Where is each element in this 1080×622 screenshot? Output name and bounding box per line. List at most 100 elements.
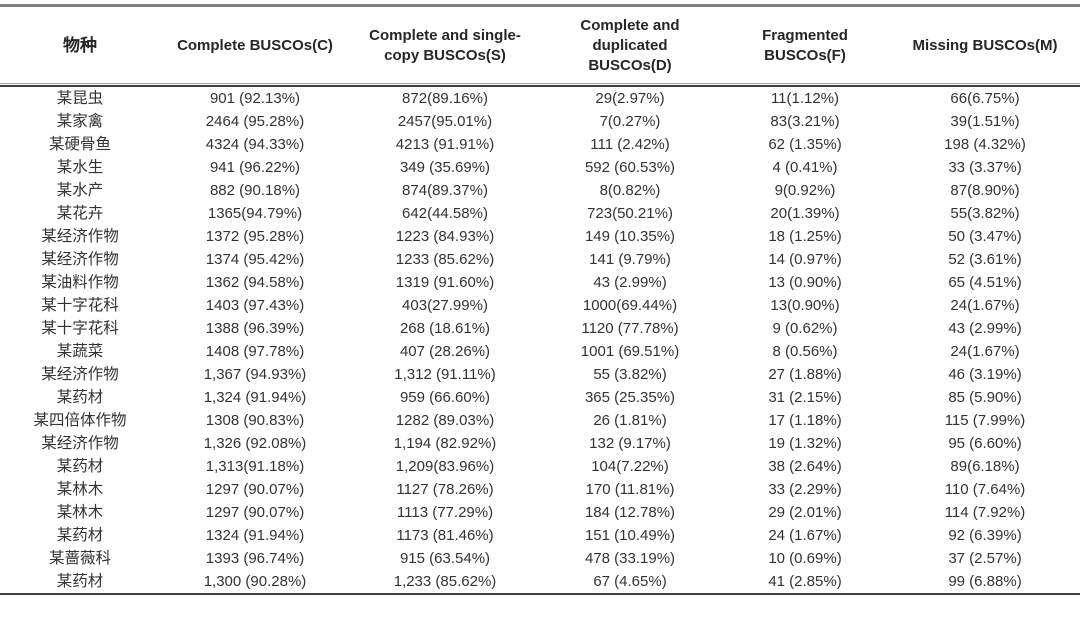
value-cell: 1,312 (91.11%) [394, 366, 496, 383]
value-cell: 478 (33.19%) [584, 550, 676, 567]
table-row: 某硬骨鱼 4324 (94.33%) 4213 (91.91%) 111 (2.42%… [0, 133, 1080, 156]
value-cell: 1374 (95.42%) [205, 251, 305, 268]
value-cell: 1365(94.79%) [207, 205, 303, 222]
value-cell: 8 (0.56%) [772, 343, 838, 360]
table-row: 某昆虫 901 (92.13%) 872(89.16%) 29(2.97%) 11(1.… [0, 87, 1080, 110]
value-cell: 24(1.67%) [950, 297, 1020, 314]
table-row: 某经济作物 1372 (95.28%) 1223 (84.93%) 149 (10.3… [0, 225, 1080, 248]
table-body: 某昆虫 901 (92.13%) 872(89.16%) 29(2.97%) 11(1.… [0, 87, 1080, 593]
value-cell: 55 (3.82%) [593, 366, 667, 383]
value-cell: 1319 (91.60%) [395, 274, 495, 291]
value-cell: 941 (96.22%) [209, 159, 301, 176]
value-cell: 110 (7.64%) [944, 481, 1026, 498]
value-cell: 9 (0.62%) [772, 320, 838, 337]
table-row: 某经济作物 1374 (95.42%) 1233 (85.62%) 141 (9.79… [0, 248, 1080, 271]
species-cell: 某经济作物 [41, 366, 119, 383]
value-cell: 83(3.21%) [770, 113, 840, 130]
table-header: 物种 Complete BUSCOs(C) Complete and single-… [0, 7, 1080, 84]
value-cell: 1388 (96.39%) [205, 320, 305, 337]
value-cell: 55(3.82%) [950, 205, 1020, 222]
value-cell: 872(89.16%) [402, 90, 488, 107]
value-cell: 39(1.51%) [950, 113, 1020, 130]
value-cell: 20(1.39%) [770, 205, 840, 222]
value-cell: 151 (10.49%) [584, 527, 676, 544]
species-cell: 某蔷薇科 [48, 550, 111, 567]
value-cell: 104(7.22%) [591, 458, 669, 475]
table-row: 某十字花科 1388 (96.39%) 268 (18.61%) 1120 (77.7… [0, 317, 1080, 340]
table-row: 某林木 1297 (90.07%) 1113 (77.29%) 184 (12.78%… [0, 501, 1080, 524]
value-cell: 149 (10.35%) [584, 228, 676, 245]
table-row: 某药材 1324 (91.94%) 1173 (81.46%) 151 (10.49%… [0, 524, 1080, 547]
value-cell: 268 (18.61%) [399, 320, 491, 337]
value-cell: 17 (1.18%) [768, 412, 842, 429]
value-cell: 1362 (94.58%) [205, 274, 305, 291]
value-cell: 365 (25.35%) [584, 389, 676, 406]
header-rule-spacer [0, 84, 1080, 87]
table-row: 某林木 1297 (90.07%) 1127 (78.26%) 170 (11.81%… [0, 478, 1080, 501]
value-cell: 92 (6.39%) [948, 527, 1022, 544]
table-row: 某家禽 2464 (95.28%) 2457(95.01%) 7(0.27%) 83(3… [0, 110, 1080, 133]
value-cell: 52 (3.61%) [948, 251, 1022, 268]
column-header-label: Fragmented BUSCOs(F) [762, 27, 848, 64]
value-cell: 1393 (96.74%) [205, 550, 305, 567]
value-cell: 29(2.97%) [595, 90, 665, 107]
value-cell: 1233 (85.62%) [395, 251, 495, 268]
value-cell: 1308 (90.83%) [205, 412, 305, 429]
value-cell: 2464 (95.28%) [205, 113, 305, 130]
value-cell: 1,209(83.96%) [395, 458, 495, 475]
value-cell: 13 (0.90%) [768, 274, 842, 291]
column-header-label: Missing BUSCOs(M) [912, 37, 1058, 54]
value-cell: 66(6.75%) [950, 90, 1020, 107]
species-cell: 某经济作物 [41, 435, 119, 452]
value-cell: 19 (1.32%) [768, 435, 842, 452]
value-cell: 1,324 (91.94%) [203, 389, 307, 406]
species-cell: 某药材 [56, 458, 104, 475]
value-cell: 85 (5.90%) [948, 389, 1022, 406]
table-row: 某油料作物 1362 (94.58%) 1319 (91.60%) 43 (2.99%… [0, 271, 1080, 294]
value-cell: 89(6.18%) [950, 458, 1020, 475]
value-cell: 38 (2.64%) [768, 458, 842, 475]
value-cell: 29 (2.01%) [768, 504, 842, 521]
value-cell: 1,194 (82.92%) [393, 435, 497, 452]
table-row: 某花卉 1365(94.79%) 642(44.58%) 723(50.21%) 20(… [0, 202, 1080, 225]
value-cell: 18 (1.25%) [768, 228, 842, 245]
value-cell: 1173 (81.46%) [396, 527, 494, 544]
value-cell: 37 (2.57%) [948, 550, 1022, 567]
value-cell: 1,313(91.18%) [205, 458, 305, 475]
value-cell: 132 (9.17%) [589, 435, 671, 452]
table-row: 某经济作物 1,326 (92.08%) 1,194 (82.92%) 132 (9.… [0, 432, 1080, 455]
value-cell: 2457(95.01%) [397, 113, 493, 130]
table-row: 某经济作物 1,367 (94.93%) 1,312 (91.11%) 55 (3.8… [0, 363, 1080, 386]
species-cell: 某经济作物 [41, 251, 119, 268]
value-cell: 50 (3.47%) [948, 228, 1022, 245]
value-cell: 24 (1.67%) [768, 527, 842, 544]
value-cell: 10 (0.69%) [768, 550, 842, 567]
value-cell: 95 (6.60%) [948, 435, 1022, 452]
value-cell: 14 (0.97%) [768, 251, 842, 268]
species-cell: 某经济作物 [41, 228, 119, 245]
value-cell: 882 (90.18%) [209, 182, 301, 199]
species-cell: 某十字花科 [41, 297, 119, 314]
value-cell: 592 (60.53%) [584, 159, 676, 176]
value-cell: 9(0.92%) [774, 182, 836, 199]
species-cell: 某林木 [56, 504, 104, 521]
column-header-label: Complete and duplicated BUSCOs(D) [580, 17, 680, 74]
value-cell: 901 (92.13%) [209, 90, 301, 107]
value-cell: 723(50.21%) [587, 205, 673, 222]
value-cell: 31 (2.15%) [768, 389, 842, 406]
table-row: 某药材 1,300 (90.28%) 1,233 (85.62%) 67 (4.65%… [0, 570, 1080, 593]
header-rule [0, 84, 1080, 87]
species-cell: 某油料作物 [41, 274, 119, 291]
species-cell: 某昆虫 [56, 90, 104, 107]
value-cell: 874(89.37%) [402, 182, 488, 199]
value-cell: 170 (11.81%) [585, 481, 675, 498]
column-header-label: Complete BUSCOs(C) [177, 37, 333, 54]
species-cell: 某十字花科 [41, 320, 119, 337]
value-cell: 1,233 (85.62%) [393, 573, 497, 590]
table-row: 某十字花科 1403 (97.43%) 403(27.99%) 1000(69.44%… [0, 294, 1080, 317]
value-cell: 1120 (77.78%) [581, 320, 679, 337]
value-cell: 1,300 (90.28%) [203, 573, 307, 590]
value-cell: 11(1.12%) [770, 90, 840, 107]
species-cell: 某药材 [56, 389, 104, 406]
column-header-label: Complete and single-copy BUSCOs(S) [369, 27, 521, 64]
